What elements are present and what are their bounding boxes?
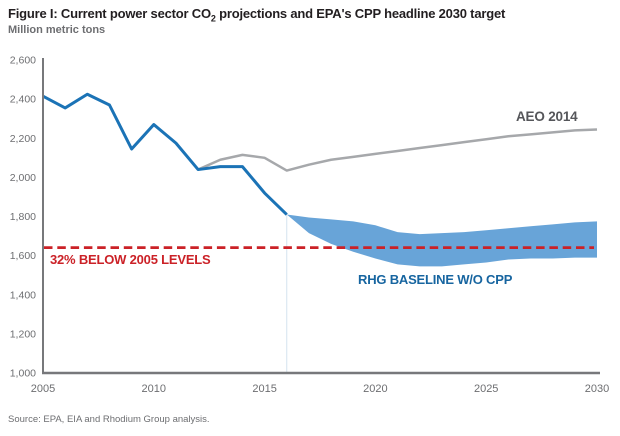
cpp-target-line-label: 32% BELOW 2005 LEVELS: [50, 252, 211, 267]
y-axis-tick-label: 1,000: [10, 368, 36, 380]
axis-unit-label: Million metric tons: [8, 24, 106, 36]
y-axis-tick-label: 1,400: [10, 289, 36, 301]
x-axis-tick-label: 2015: [252, 383, 276, 395]
aeo-2014-series-label: AEO 2014: [516, 109, 578, 124]
x-axis-tick-label: 2030: [585, 383, 609, 395]
x-axis-tick-label: 2020: [363, 383, 387, 395]
y-axis-tick-label: 1,600: [10, 250, 36, 262]
x-axis-tick-label: 2005: [31, 383, 55, 395]
source-note: Source: EPA, EIA and Rhodium Group analy…: [8, 414, 210, 425]
y-axis-tick-label: 2,600: [10, 55, 36, 67]
figure-title-pre: Figure I: Current power sector CO: [8, 6, 211, 21]
rhg-baseline-band: [286, 214, 597, 267]
historical-emissions-line: [42, 92, 288, 216]
figure-title-post: projections and EPA's CPP headline 2030 …: [215, 6, 506, 21]
y-axis-tick-label: 2,000: [10, 172, 36, 184]
figure-title: Figure I: Current power sector CO2 proje…: [8, 6, 608, 24]
y-axis-tick-label: 2,200: [10, 133, 36, 145]
figure-title-subscript: 2: [210, 13, 216, 24]
y-axis-tick-label: 1,800: [10, 211, 36, 223]
y-axis-tick-label: 2,400: [10, 94, 36, 106]
x-axis-tick-label: 2025: [474, 383, 498, 395]
y-axis-tick-label: 1,200: [10, 328, 36, 340]
x-axis-tick-label: 2010: [142, 383, 166, 395]
aeo-2014-line: [197, 128, 598, 172]
chart-canvas: 1,000 1,200 1,400 1,600 1,800 2,000 2,200 2,400…: [10, 55, 610, 396]
rhg-baseline-series-label: RHG BASELINE W/O CPP: [358, 272, 513, 287]
